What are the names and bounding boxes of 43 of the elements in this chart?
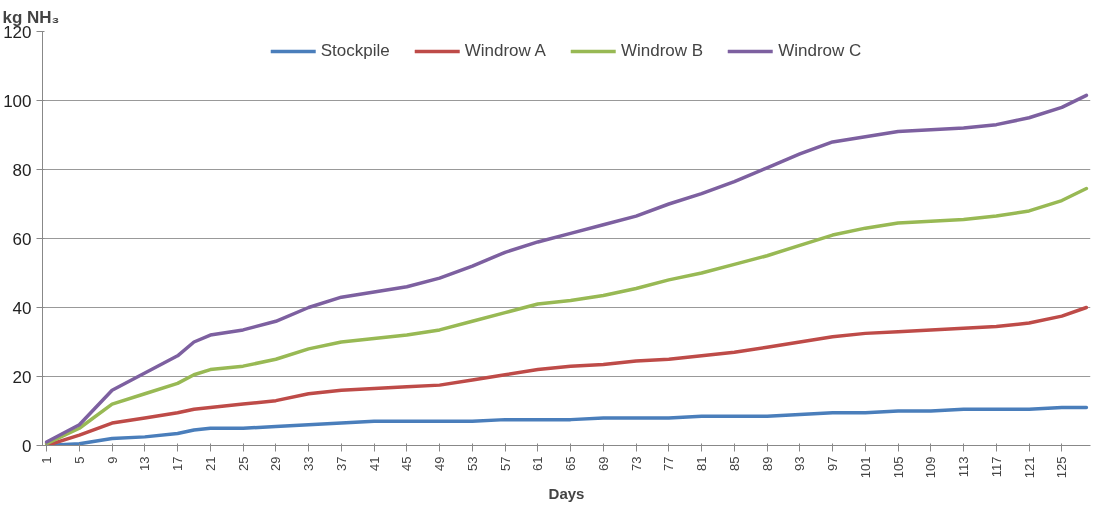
x-tick-label: 93 [792,456,808,471]
x-tick-label: 45 [399,456,415,471]
legend-label: Windrow B [620,41,704,61]
y-tick-label: 60 [12,229,32,249]
x-tick-label: 21 [202,456,218,471]
x-tick-label: 85 [726,456,742,471]
legend-label: Windrow A [464,41,546,61]
x-tick-label: 89 [759,456,775,471]
x-tick-label: 97 [825,456,841,471]
x-tick-label: 73 [628,456,644,471]
x-tick-label: 65 [563,456,579,471]
y-tick-label: 100 [3,91,32,111]
y-tick-label: 40 [12,298,32,318]
x-tick-label: 53 [464,456,480,471]
x-tick-label: 13 [137,456,153,471]
x-tick-label: 61 [530,456,546,471]
x-tick-label: 69 [595,456,611,471]
legend-label: Stockpile [320,41,390,61]
y-tick-label: 20 [12,367,32,387]
x-tick-label: 49 [432,456,448,471]
x-tick-label: 57 [497,456,513,471]
x-tick-label: 117 [988,456,1004,478]
x-tick-label: 101 [857,456,873,479]
x-tick-label: 41 [366,456,382,471]
x-tick-label: 81 [694,456,710,471]
x-tick-label: 29 [268,456,284,471]
x-axis-title: Days [548,485,585,503]
x-tick-label: 25 [235,456,251,471]
x-tick-label: 5 [71,456,87,464]
x-tick-label: 113 [956,456,972,478]
x-tick-label: 37 [333,456,349,471]
x-tick-label: 105 [890,456,906,479]
x-tick-label: 77 [661,456,677,471]
x-tick-label: 1 [39,456,55,464]
x-tick-label: 109 [923,456,939,479]
x-tick-label: 33 [301,456,317,471]
x-tick-label: 125 [1054,456,1070,479]
legend-label: Windrow C [778,41,862,61]
y-tick-label: 0 [22,436,32,456]
x-tick-label: 17 [170,456,186,471]
y-tick-label: 80 [12,160,32,180]
x-tick-label: 121 [1021,456,1037,479]
x-tick-label: 9 [104,456,120,464]
